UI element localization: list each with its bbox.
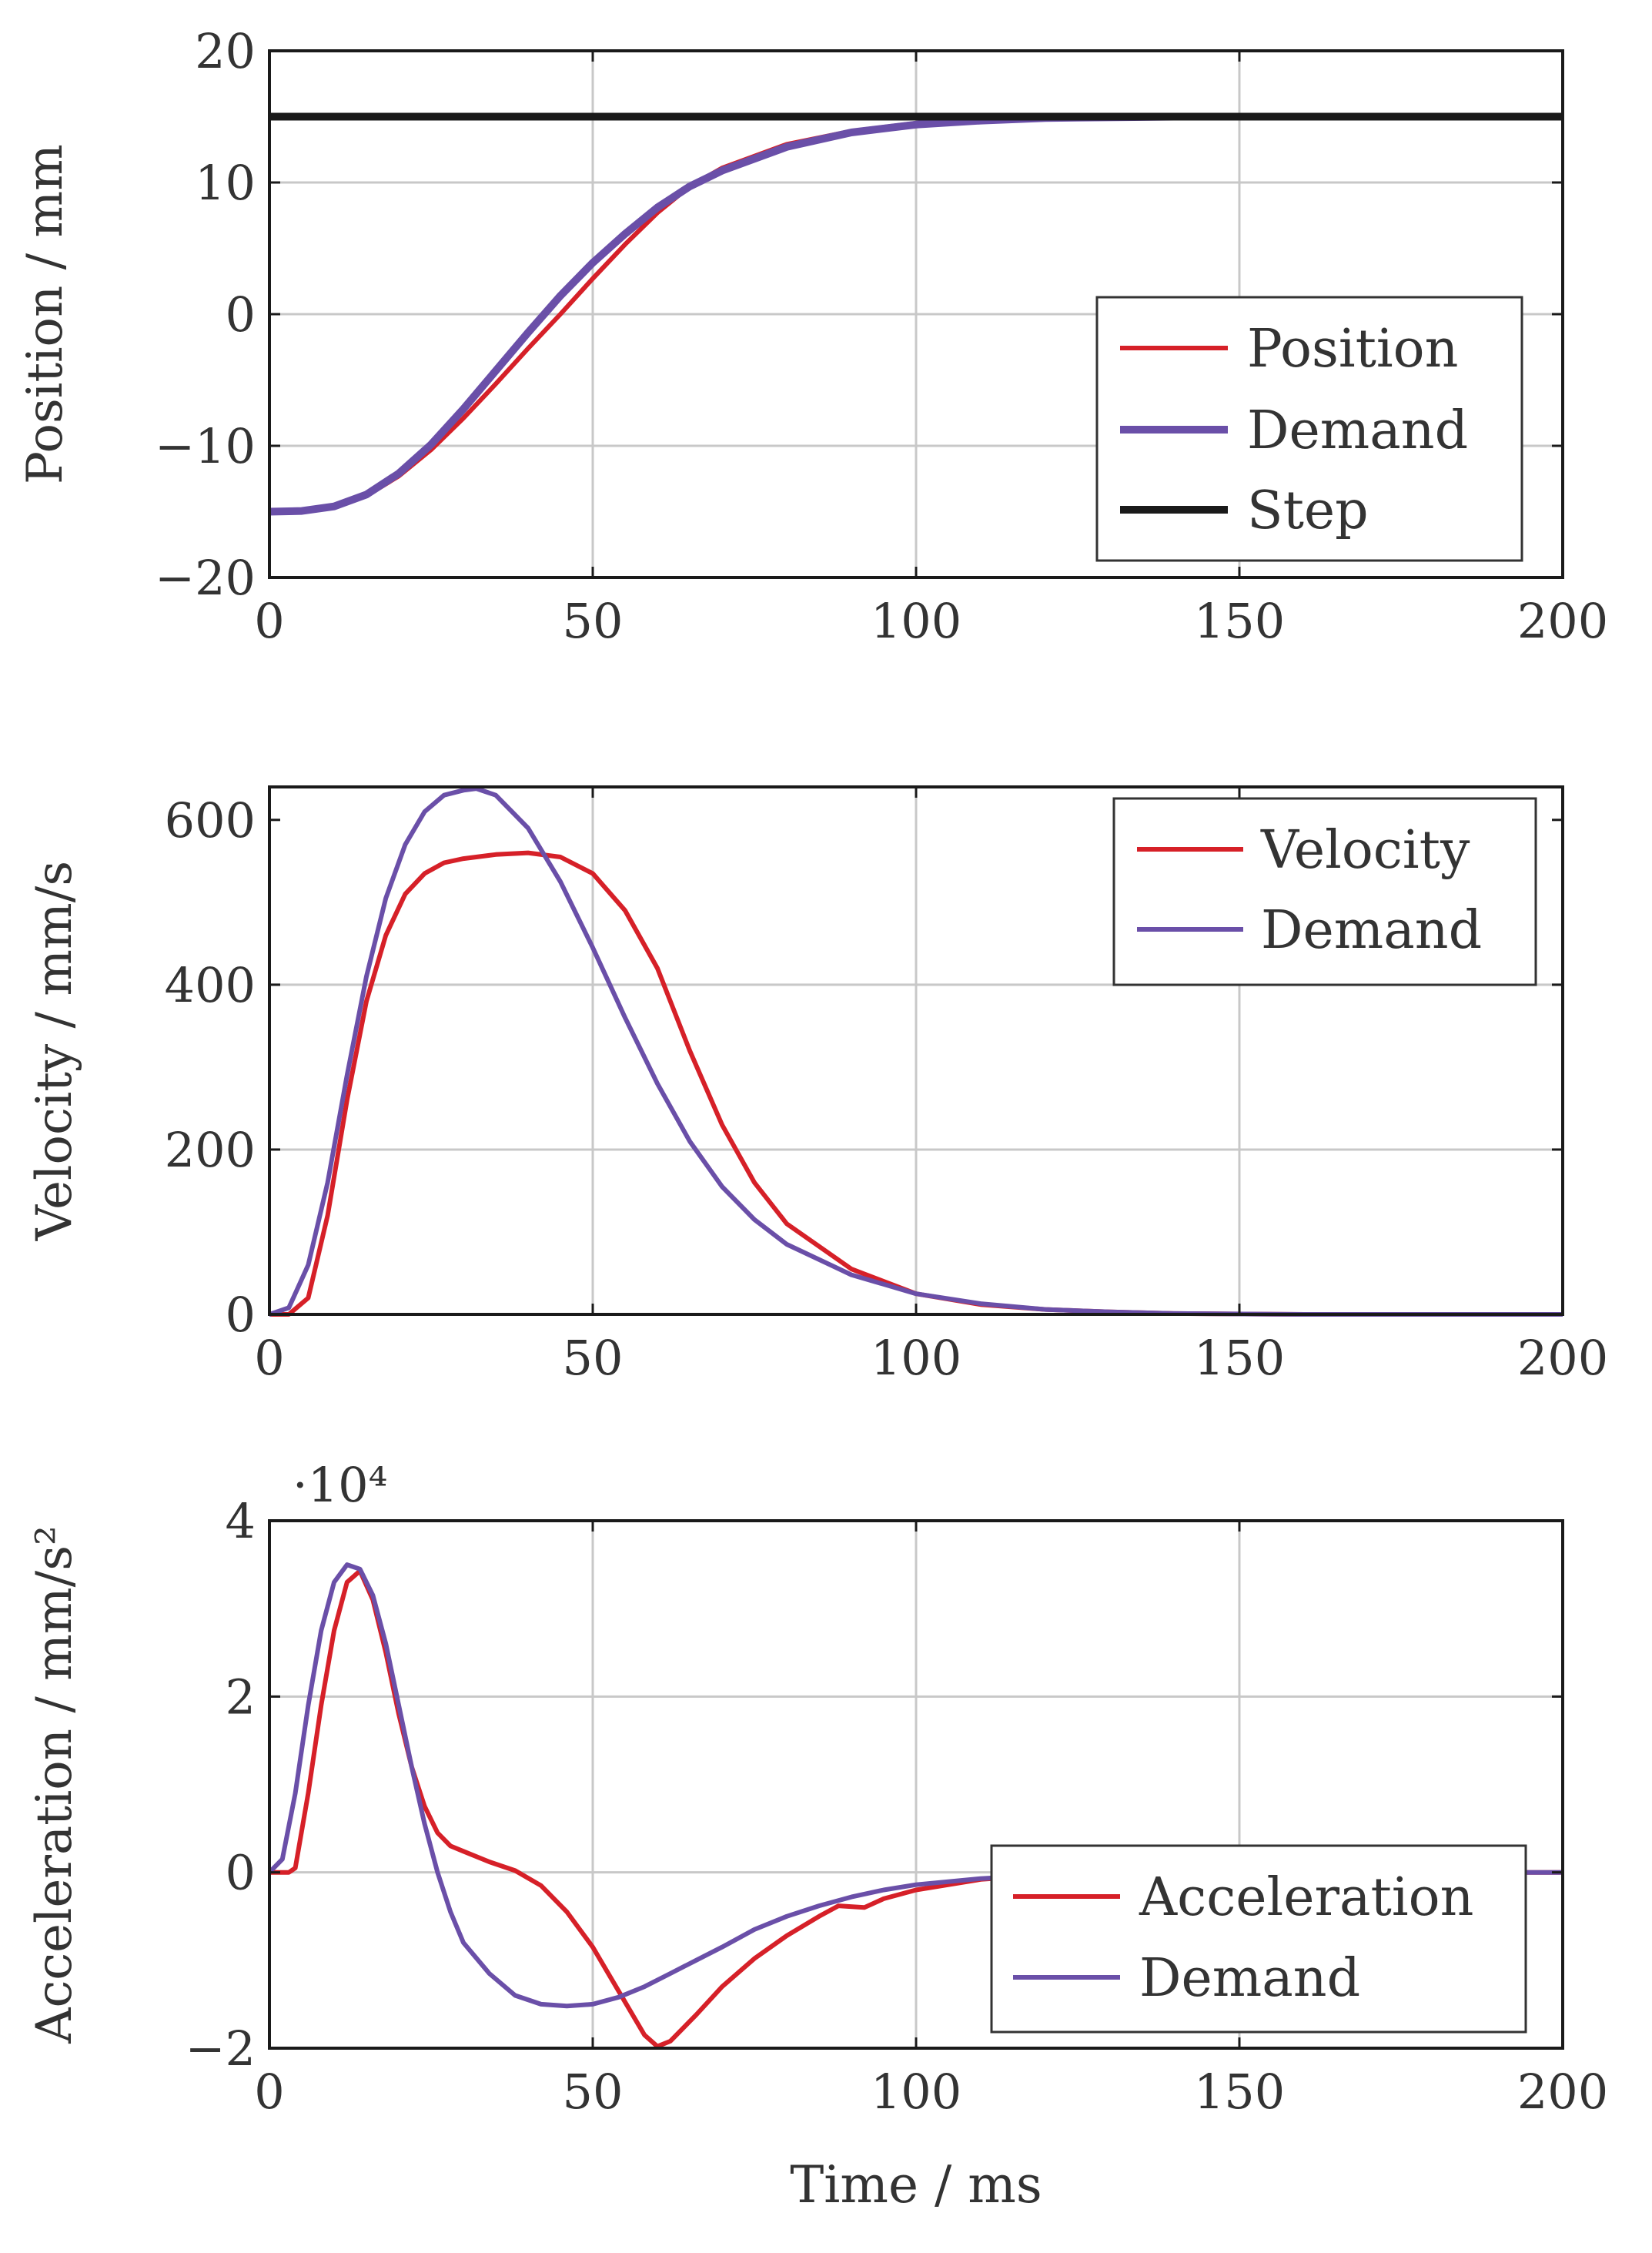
y-axis-label: Velocity / mm/s xyxy=(26,861,83,1241)
legend-label: Demand xyxy=(1261,900,1482,961)
series-demand-line xyxy=(269,786,1563,1317)
x-tick-label: 200 xyxy=(1517,593,1608,649)
y-axis-multiplier: ·10⁴ xyxy=(293,1457,387,1513)
y-tick-label: 0 xyxy=(226,1845,256,1901)
chart-velocity: 0 50 100 150 200 0 200 400 600 Velocity / mm/s Vel… xyxy=(26,785,1608,1386)
y-tick-label: −2 xyxy=(186,2020,256,2077)
legend: Velocity Demand xyxy=(1112,797,1537,986)
x-tick-label: 100 xyxy=(871,2064,961,2120)
x-tick-label: 100 xyxy=(871,1330,961,1386)
x-tick-label: 100 xyxy=(871,593,961,649)
y-tick-label: 400 xyxy=(165,957,256,1013)
x-tick-label: 50 xyxy=(563,1330,624,1386)
legend-box xyxy=(1112,797,1537,986)
x-tick-label: 150 xyxy=(1194,593,1285,649)
x-tick-label: 150 xyxy=(1194,2064,1285,2120)
x-tick-label: 0 xyxy=(254,593,284,649)
legend-label: Demand xyxy=(1247,400,1468,461)
x-tick-label: 0 xyxy=(254,1330,284,1386)
x-tick-label: 200 xyxy=(1517,2064,1608,2120)
y-tick-label: −20 xyxy=(155,550,256,606)
y-axis-label: Acceleration / mm/s² xyxy=(26,1525,83,2044)
chart-position: 0 50 100 150 200 −20 −10 0 10 20 Position / mm Posi… xyxy=(17,23,1608,649)
y-tick-label: 0 xyxy=(226,1287,256,1343)
series-demand-line xyxy=(269,1562,1563,2009)
legend: Acceleration Demand xyxy=(990,1844,1527,2034)
series-acceleration-line xyxy=(269,1568,1563,2049)
x-tick-label: 50 xyxy=(563,2064,624,2120)
legend-label: Position xyxy=(1247,319,1458,380)
legend-label: Acceleration xyxy=(1139,1867,1473,1928)
y-tick-label: 4 xyxy=(226,1493,256,1549)
x-tick-label: 200 xyxy=(1517,1330,1608,1386)
y-tick-label: 20 xyxy=(195,23,256,79)
legend: Position Demand Step xyxy=(1095,296,1523,562)
y-tick-label: 0 xyxy=(226,286,256,343)
legend-label: Step xyxy=(1247,480,1369,541)
y-tick-label: −10 xyxy=(155,418,256,474)
legend-box xyxy=(990,1844,1527,2034)
y-tick-label: 10 xyxy=(195,155,256,211)
y-axis-label: Position / mm xyxy=(17,144,74,484)
y-tick-label: 600 xyxy=(165,792,256,849)
x-axis-label: Time / ms xyxy=(790,2155,1042,2215)
legend-label: Velocity xyxy=(1260,820,1470,881)
y-tick-label: 200 xyxy=(165,1122,256,1178)
x-tick-label: 0 xyxy=(254,2064,284,2120)
x-tick-label: 50 xyxy=(563,593,624,649)
y-tick-label: 2 xyxy=(226,1669,256,1725)
legend-label: Demand xyxy=(1139,1948,1360,2009)
x-tick-label: 150 xyxy=(1194,1330,1285,1386)
